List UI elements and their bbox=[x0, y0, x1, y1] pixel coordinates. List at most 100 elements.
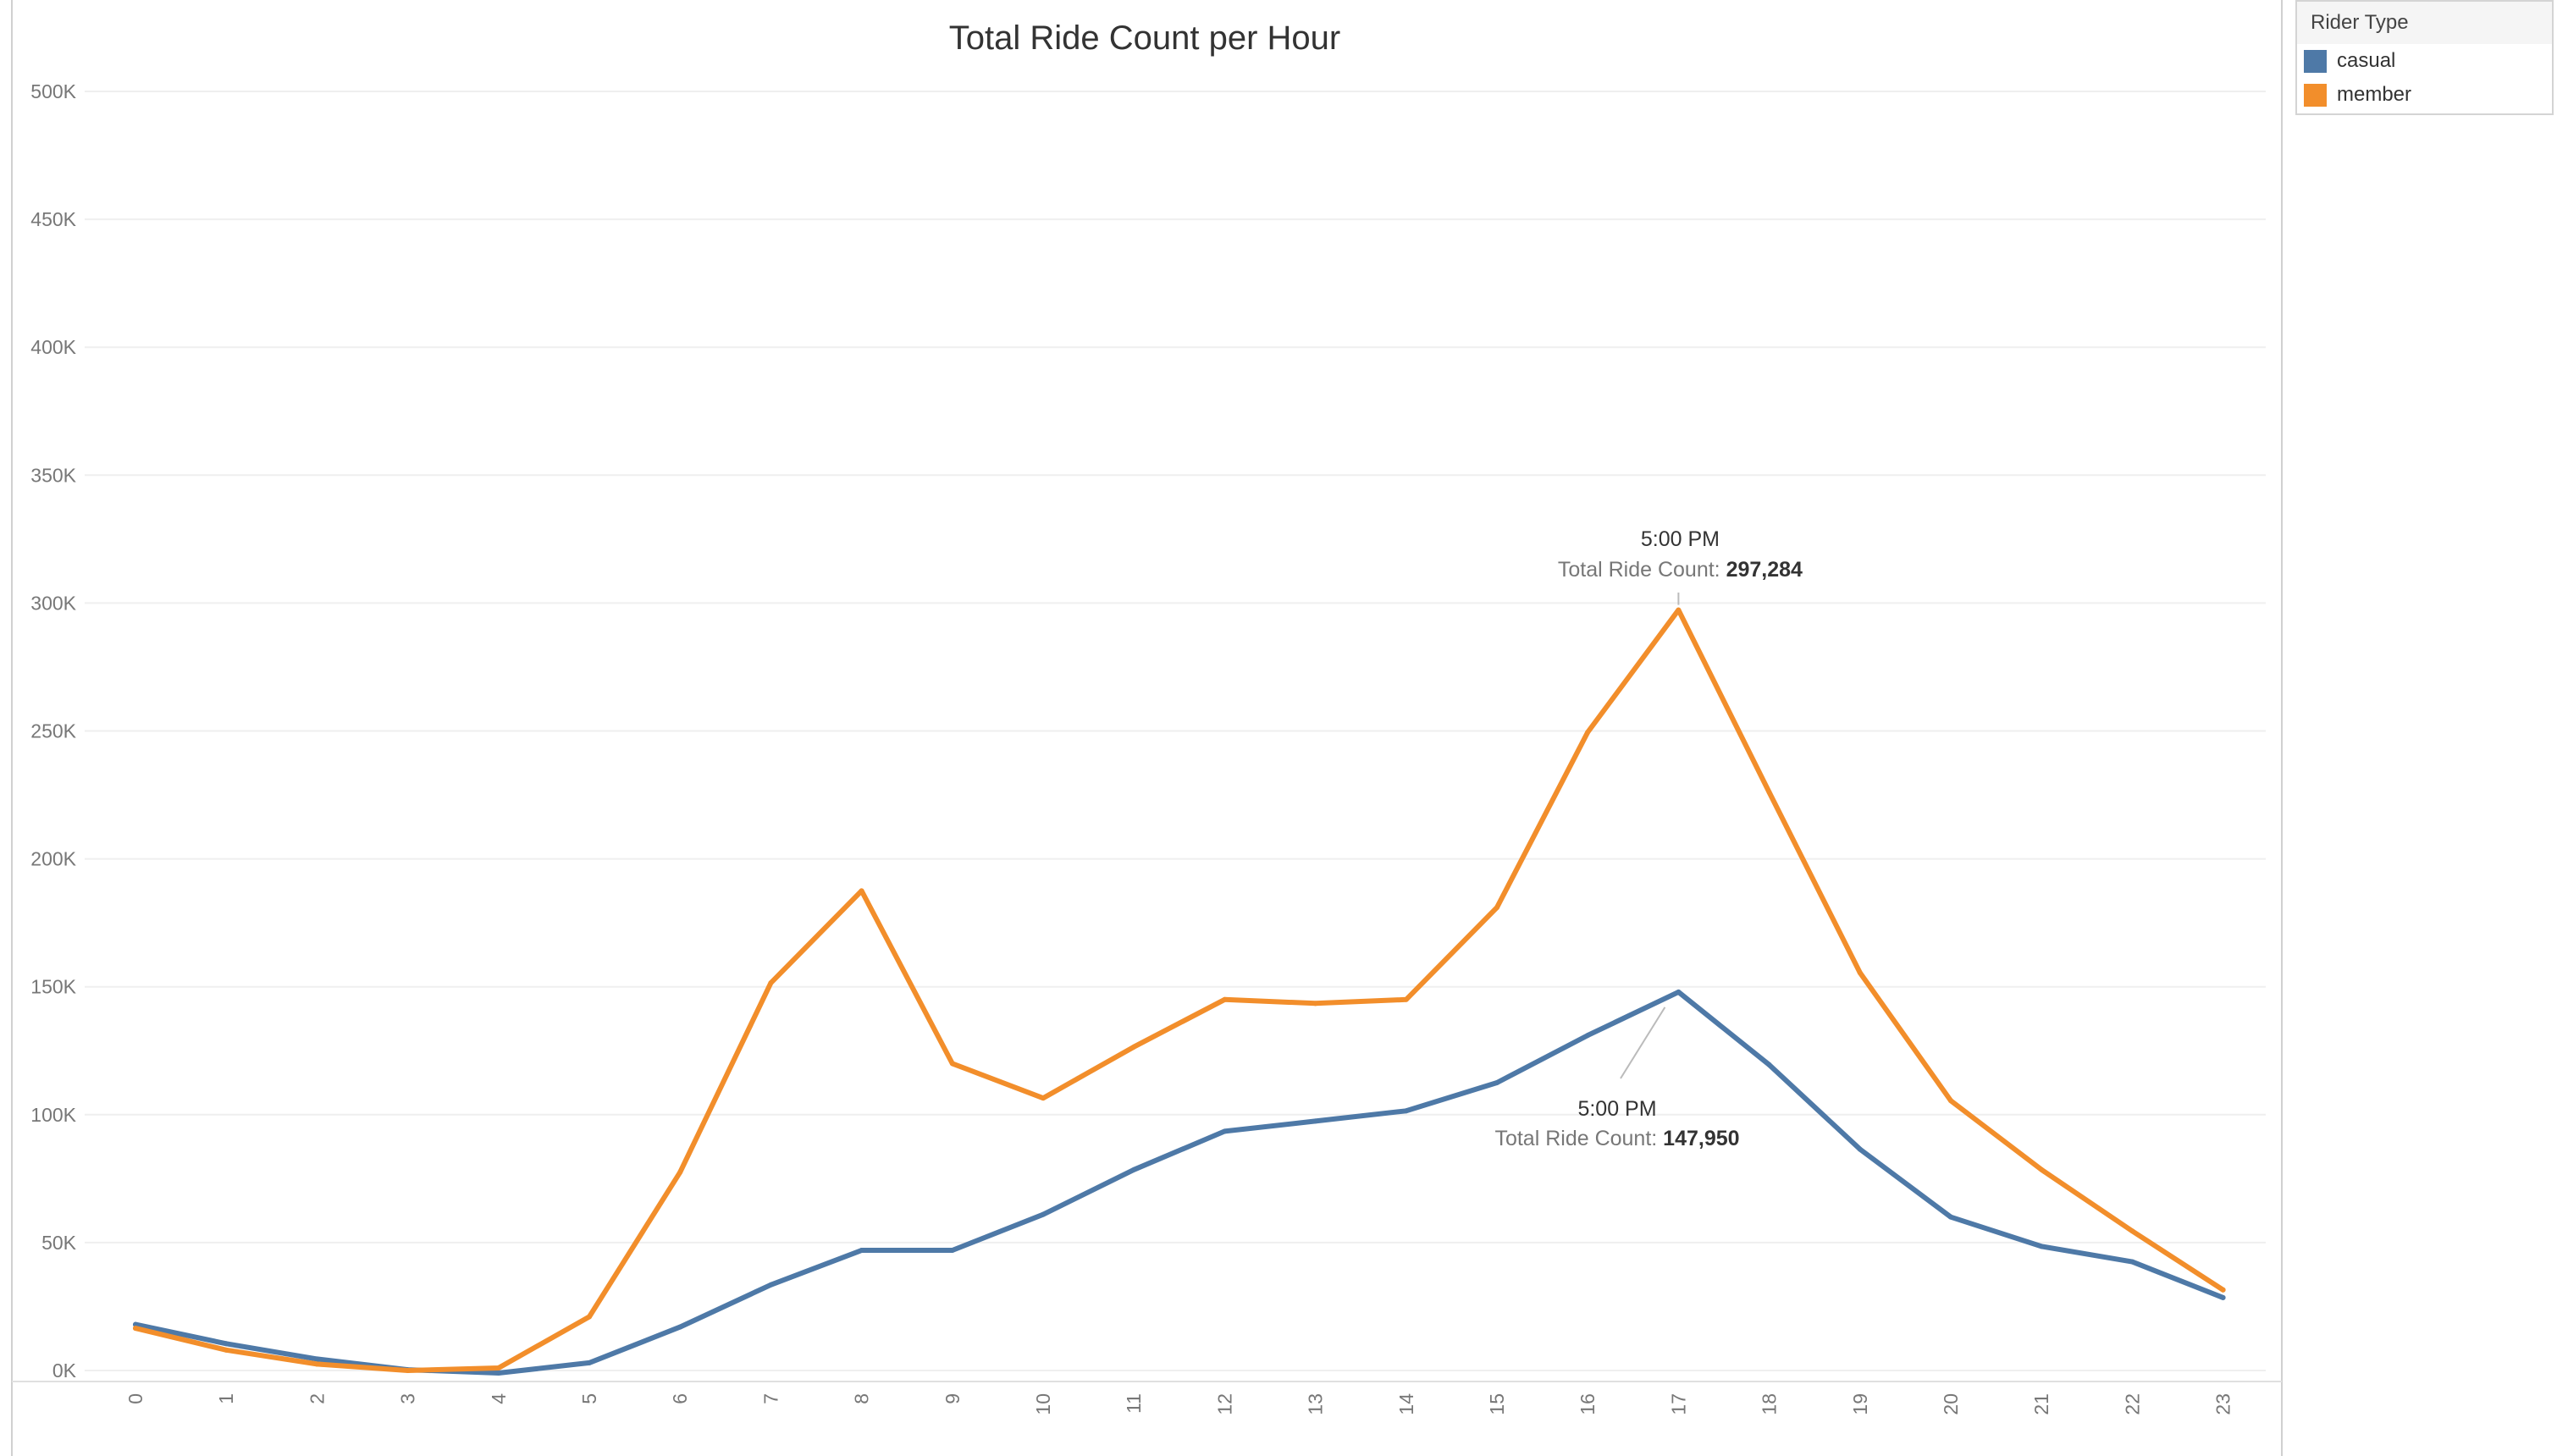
x-tick-label: 10 bbox=[1032, 1393, 1054, 1415]
data-point-casual[interactable] bbox=[1312, 1118, 1318, 1124]
data-point-casual[interactable] bbox=[1494, 1080, 1499, 1086]
annotation-time-casual: 5:00 PM bbox=[1577, 1097, 1656, 1121]
data-point-member[interactable] bbox=[224, 1347, 229, 1353]
data-point-member[interactable] bbox=[2220, 1287, 2226, 1293]
y-tick-label: 400K bbox=[30, 336, 76, 358]
data-point-casual[interactable] bbox=[2129, 1259, 2135, 1265]
x-tick-label: 23 bbox=[2212, 1393, 2234, 1415]
y-tick-label: 350K bbox=[30, 464, 76, 486]
data-point-member[interactable] bbox=[314, 1361, 320, 1367]
data-point-member[interactable] bbox=[1676, 607, 1682, 613]
data-point-casual[interactable] bbox=[1766, 1062, 1772, 1067]
data-point-casual[interactable] bbox=[2220, 1294, 2226, 1300]
data-point-casual[interactable] bbox=[133, 1321, 138, 1327]
legend-swatch-casual bbox=[2304, 49, 2327, 73]
annotation-text-casual: Total Ride Count: 147,950 bbox=[1494, 1127, 1739, 1150]
legend-label-casual: casual bbox=[2337, 49, 2396, 72]
data-point-casual[interactable] bbox=[859, 1247, 864, 1253]
x-tick-label: 9 bbox=[942, 1393, 964, 1404]
y-tick-label: 150K bbox=[30, 976, 76, 998]
legend-item-casual[interactable]: casual bbox=[2297, 44, 2552, 78]
data-point-member[interactable] bbox=[1948, 1098, 1953, 1104]
data-point-casual[interactable] bbox=[768, 1282, 774, 1288]
data-point-casual[interactable] bbox=[2039, 1244, 2045, 1249]
x-tick-label: 11 bbox=[1123, 1393, 1145, 1414]
x-tick-label: 21 bbox=[2030, 1393, 2052, 1415]
x-tick-label: 17 bbox=[1667, 1393, 1689, 1415]
x-tick-label: 5 bbox=[578, 1393, 600, 1404]
x-tick-label: 8 bbox=[851, 1393, 873, 1404]
annotation-leader-casual bbox=[1620, 1007, 1666, 1079]
annotation-value-casual: 147,950 bbox=[1663, 1127, 1739, 1150]
data-point-casual[interactable] bbox=[1131, 1166, 1137, 1172]
data-point-casual[interactable] bbox=[1585, 1033, 1591, 1039]
x-tick-label: 13 bbox=[1305, 1393, 1327, 1415]
data-point-member[interactable] bbox=[677, 1169, 683, 1175]
data-point-member[interactable] bbox=[2039, 1166, 2045, 1172]
data-point-member[interactable] bbox=[1766, 790, 1772, 796]
x-tick-label: 6 bbox=[669, 1393, 691, 1404]
x-tick-label: 14 bbox=[1395, 1393, 1417, 1415]
data-point-member[interactable] bbox=[1403, 996, 1409, 1002]
y-tick-label: 450K bbox=[30, 208, 76, 230]
annotation-text-member: Total Ride Count: 297,284 bbox=[1558, 558, 1803, 582]
y-tick-label: 250K bbox=[30, 720, 76, 742]
legend-label-member: member bbox=[2337, 83, 2412, 106]
x-tick-label: 1 bbox=[215, 1393, 237, 1404]
data-point-member[interactable] bbox=[1131, 1044, 1137, 1050]
y-tick-label: 500K bbox=[30, 80, 76, 102]
annotation-value-member: 297,284 bbox=[1726, 558, 1803, 582]
y-tick-label: 300K bbox=[30, 592, 76, 614]
x-tick-label: 7 bbox=[759, 1393, 781, 1404]
x-tick-label: 16 bbox=[1577, 1393, 1599, 1415]
data-point-member[interactable] bbox=[1312, 1001, 1318, 1007]
data-point-member[interactable] bbox=[1494, 905, 1499, 911]
x-tick-label: 3 bbox=[397, 1393, 419, 1404]
data-point-member[interactable] bbox=[768, 980, 774, 986]
legend-title: Rider Type bbox=[2297, 2, 2552, 44]
y-tick-label: 200K bbox=[30, 848, 76, 870]
data-point-member[interactable] bbox=[1222, 996, 1228, 1002]
x-tick-label: 20 bbox=[1940, 1393, 1962, 1415]
data-point-member[interactable] bbox=[405, 1368, 411, 1373]
data-point-casual[interactable] bbox=[1676, 989, 1682, 995]
annotation-label-casual: Total Ride Count: bbox=[1494, 1127, 1663, 1150]
data-point-member[interactable] bbox=[2129, 1228, 2135, 1234]
data-point-casual[interactable] bbox=[949, 1247, 955, 1253]
data-point-casual[interactable] bbox=[1857, 1146, 1863, 1152]
data-point-member[interactable] bbox=[859, 888, 864, 894]
y-tick-label: 50K bbox=[41, 1232, 77, 1254]
x-tick-label: 22 bbox=[2121, 1393, 2143, 1415]
data-point-casual[interactable] bbox=[495, 1371, 501, 1376]
series-line-member[interactable] bbox=[133, 607, 2226, 1373]
x-tick-label: 18 bbox=[1759, 1393, 1781, 1415]
x-tick-label: 4 bbox=[488, 1393, 510, 1404]
data-point-member[interactable] bbox=[1857, 970, 1863, 976]
series-line-casual[interactable] bbox=[133, 989, 2226, 1376]
x-tick-label: 12 bbox=[1213, 1393, 1235, 1415]
legend-item-member[interactable]: member bbox=[2297, 78, 2552, 112]
data-point-casual[interactable] bbox=[1948, 1214, 1953, 1220]
y-tick-label: 100K bbox=[30, 1104, 76, 1126]
x-tick-label: 15 bbox=[1486, 1393, 1508, 1415]
chart-title: Total Ride Count per Hour bbox=[949, 19, 1340, 57]
data-point-casual[interactable] bbox=[1403, 1108, 1409, 1114]
data-point-member[interactable] bbox=[1041, 1095, 1046, 1101]
data-point-casual[interactable] bbox=[314, 1356, 320, 1362]
legend-swatch-member bbox=[2304, 83, 2327, 107]
data-point-member[interactable] bbox=[1585, 730, 1591, 736]
x-tick-label: 2 bbox=[306, 1393, 328, 1404]
annotation-label-member: Total Ride Count: bbox=[1558, 558, 1726, 582]
data-point-member[interactable] bbox=[495, 1365, 501, 1371]
annotation-time-member: 5:00 PM bbox=[1641, 527, 1720, 551]
data-point-member[interactable] bbox=[133, 1326, 138, 1332]
data-point-casual[interactable] bbox=[587, 1359, 592, 1365]
data-point-casual[interactable] bbox=[677, 1324, 683, 1330]
data-point-casual[interactable] bbox=[1041, 1211, 1046, 1217]
data-point-casual[interactable] bbox=[1222, 1128, 1228, 1134]
data-point-member[interactable] bbox=[587, 1314, 592, 1320]
legend: Rider Type casual member bbox=[2295, 0, 2554, 115]
data-point-casual[interactable] bbox=[224, 1341, 229, 1347]
data-point-member[interactable] bbox=[949, 1061, 955, 1067]
